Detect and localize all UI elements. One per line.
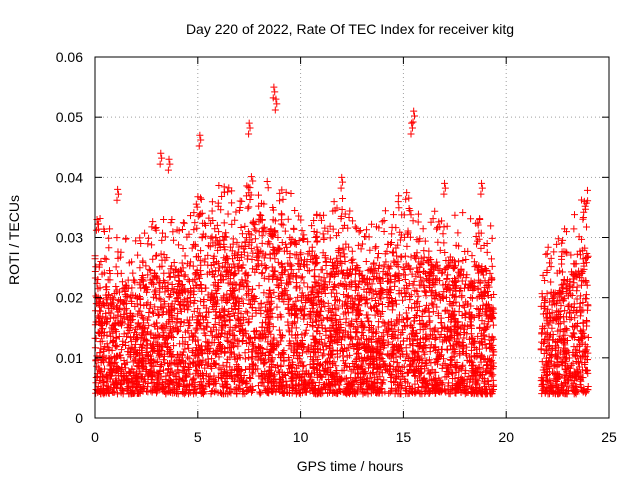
- chart-background: [0, 0, 640, 480]
